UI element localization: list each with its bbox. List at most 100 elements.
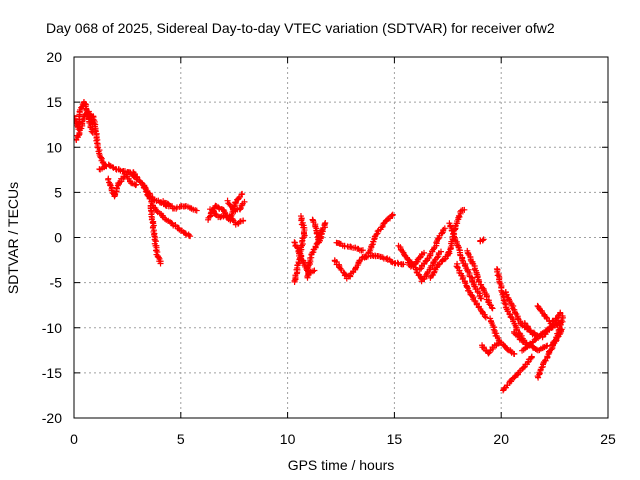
data-point [74,117,78,124]
data-point [322,219,329,226]
data-point [379,254,386,261]
data-point [109,164,116,171]
data-point [548,346,555,353]
data-point [482,314,489,321]
data-point [187,233,194,240]
data-point [441,225,448,232]
data-point [394,259,401,266]
data-point [434,254,441,261]
y-tick-label: -15 [42,365,62,381]
data-point [488,304,495,311]
y-tick-label: 5 [54,184,62,200]
data-point [153,207,160,214]
data-point [240,217,247,224]
data-point [469,293,476,300]
y-tick-label: 10 [46,139,62,155]
data-point [359,247,366,254]
data-point [424,270,431,277]
data-point [559,318,566,325]
x-tick-label: 5 [177,431,185,447]
data-point [435,261,442,268]
data-point [341,242,348,249]
data-point [239,190,246,197]
data-point [445,249,452,256]
data-point [294,244,301,251]
data-point [237,206,244,213]
data-point [512,310,519,317]
data-point [304,273,311,280]
data-point [515,333,522,340]
data-point [486,301,493,308]
data-point [485,350,492,357]
data-point [433,239,440,246]
data-point [389,211,396,218]
data-point [531,331,538,338]
data-point [520,364,527,371]
data-point [74,113,77,120]
data-point [347,243,354,250]
data-point [400,261,407,268]
data-point [241,198,248,205]
data-point [480,236,487,243]
x-tick-labels: 0 5 10 15 20 25 [70,431,616,447]
data-point [297,213,304,220]
x-tick-label: 15 [387,431,403,447]
x-axis-label: GPS time / hours [288,457,395,473]
data-point [559,312,566,319]
data-point [511,330,518,337]
data-point [373,231,380,238]
data-point [526,341,533,348]
data-point [133,181,140,188]
chart-title: Day 068 of 2025, Sidereal Day-to-day VTE… [46,20,555,36]
data-point [421,249,428,256]
y-tick-label: -10 [42,320,62,336]
y-tick-label: -5 [50,275,63,291]
data-point [105,176,112,183]
data-point [161,215,168,222]
y-tick-label: 15 [46,94,62,110]
y-tick-label: 0 [54,230,62,246]
data-point [478,295,485,302]
data-point [384,216,391,223]
tick-marks [73,56,609,419]
data-point [557,309,564,316]
data-point [235,195,242,202]
plot-area-clip [74,98,566,394]
y-tick-label: -20 [42,410,62,426]
y-tick-labels: 20 15 10 5 0 -5 -10 -15 -20 [42,49,62,426]
y-axis-label: SDTVAR / TECUs [5,182,21,294]
data-point [437,248,444,255]
data-point [496,279,503,286]
data-point [435,235,442,242]
data-point [489,305,496,312]
data-point [311,267,318,274]
data-point [463,284,470,291]
data-point [89,129,96,136]
data-point [490,326,497,333]
data-point [74,112,77,119]
x-tick-label: 25 [600,431,616,447]
data-point [459,257,466,264]
data-point [501,300,508,307]
x-tick-label: 20 [493,431,509,447]
data-point [130,173,137,180]
data-point [212,211,219,218]
data-point [206,213,213,220]
data-point [528,353,535,360]
y-tick-label: 20 [46,49,62,65]
data-point [543,343,550,350]
data-point [481,313,488,320]
x-tick-label: 10 [280,431,296,447]
data-points [74,98,566,394]
data-point [448,227,455,234]
data-point [504,346,511,353]
data-point [544,342,551,349]
data-point [524,359,531,366]
data-point [511,350,518,357]
data-point [450,233,457,240]
data-point [226,214,233,221]
data-point [461,206,468,213]
data-point [479,237,486,244]
x-tick-label: 0 [70,431,78,447]
